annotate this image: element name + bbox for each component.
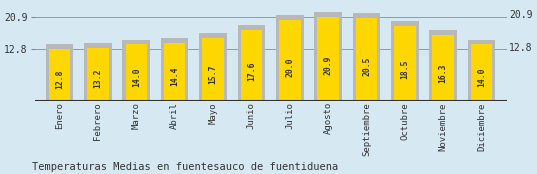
Text: 14.4: 14.4 xyxy=(170,67,179,86)
Bar xyxy=(84,43,112,101)
Bar xyxy=(471,44,492,101)
Text: 15.7: 15.7 xyxy=(208,65,217,84)
Bar xyxy=(279,20,301,101)
Text: 12.8: 12.8 xyxy=(55,69,64,89)
Bar xyxy=(126,44,147,101)
Bar xyxy=(276,15,303,101)
Text: Temperaturas Medias en fuentesauco de fuentiduena: Temperaturas Medias en fuentesauco de fu… xyxy=(32,162,338,172)
Bar xyxy=(432,35,454,101)
Bar xyxy=(430,30,457,101)
Bar xyxy=(49,49,70,101)
Bar xyxy=(202,38,224,101)
Bar xyxy=(161,38,188,101)
Text: 20.0: 20.0 xyxy=(285,57,294,77)
Bar xyxy=(241,30,262,101)
Text: 14.0: 14.0 xyxy=(132,67,141,87)
Bar xyxy=(314,12,342,101)
Text: 13.2: 13.2 xyxy=(93,69,103,88)
Bar xyxy=(164,43,185,101)
Text: 20.9: 20.9 xyxy=(324,56,332,75)
Text: 18.5: 18.5 xyxy=(401,60,409,79)
Text: 14.0: 14.0 xyxy=(477,67,486,87)
Bar xyxy=(46,44,74,101)
Text: 16.3: 16.3 xyxy=(439,64,448,83)
Bar xyxy=(237,25,265,101)
Bar xyxy=(199,33,227,101)
Bar xyxy=(391,21,419,101)
Bar xyxy=(394,26,416,101)
Bar xyxy=(468,40,496,101)
Bar xyxy=(87,48,108,101)
Bar xyxy=(317,17,339,101)
Bar xyxy=(353,13,380,101)
Bar xyxy=(122,40,150,101)
Text: 20.5: 20.5 xyxy=(362,56,371,76)
Text: 17.6: 17.6 xyxy=(247,61,256,81)
Bar xyxy=(355,18,378,101)
